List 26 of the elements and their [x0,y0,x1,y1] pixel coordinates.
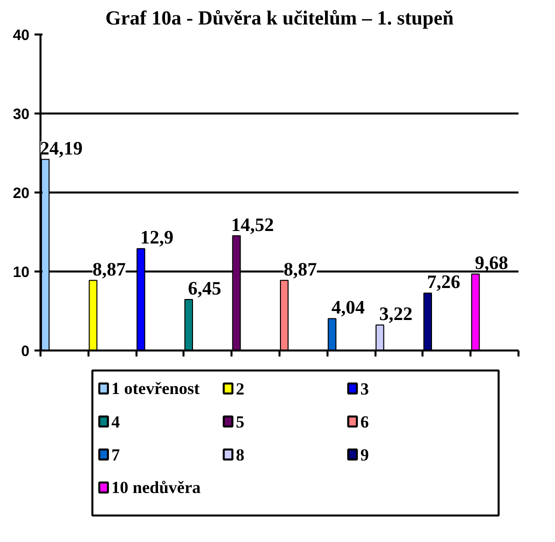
legend-label: 5 [236,412,244,432]
legend-label: 6 [360,412,369,432]
legend-label: 2 [236,380,244,398]
chart-title: Graf 10a - Důvěra k učitelům – 1. stupeň [105,8,454,30]
data-label: 12,9 [140,228,174,249]
legend-label: 7 [111,446,120,464]
legend-label: 10 nedůvěra [111,478,202,497]
data-label: 14,52 [231,214,274,236]
y-tick-label: 0 [21,343,30,360]
data-label: 9,68 [474,253,508,274]
legend-label: 8 [236,446,244,464]
data-label: 8,87 [92,259,126,280]
legend-label: 3 [360,380,369,398]
data-label: 4,04 [331,298,366,319]
legend-label: 1 otevřenost [111,379,200,398]
legend-label: 4 [111,412,120,432]
y-tick-label: 30 [12,106,30,123]
y-tick-label: 40 [12,27,30,44]
legend-label: 9 [360,446,369,464]
y-tick-label: 10 [12,264,30,281]
data-label: 8,87 [284,259,318,280]
y-tick-label: 20 [12,185,30,202]
data-label: 7,26 [427,272,460,294]
data-label: 3,22 [379,304,413,326]
data-label: 6,45 [188,278,222,300]
data-label: 24,19 [40,138,83,160]
